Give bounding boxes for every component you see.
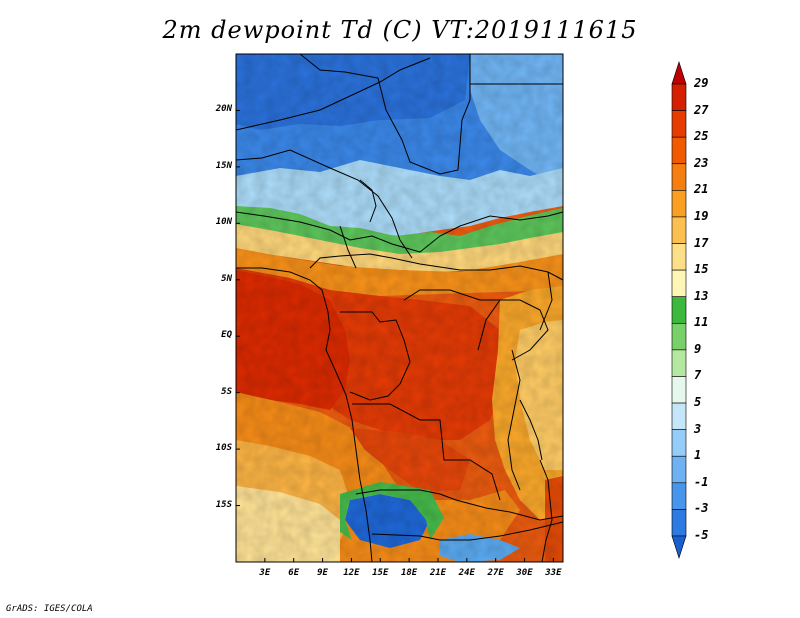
axis-ticks: [236, 109, 554, 562]
lat-label: 15N: [215, 160, 232, 171]
lon-label: 15E: [372, 568, 389, 578]
dewpoint-field: [236, 54, 563, 562]
lon-label: 24E: [458, 568, 475, 578]
colorbar-label: 25: [694, 129, 709, 144]
colorbar-swatch: [671, 482, 687, 510]
colorbar-label: 11: [694, 315, 709, 330]
lon-label: 27E: [487, 568, 504, 578]
colorbar-label: 19: [694, 208, 709, 223]
colorbar-swatch: [671, 402, 687, 430]
lon-label: 6E: [288, 568, 300, 578]
colorbar-label: 15: [694, 262, 709, 277]
colorbar-label: 7: [694, 368, 702, 383]
colorbar-label: 9: [694, 341, 702, 356]
colorbar-swatch: [671, 535, 687, 559]
grads-credit: GrADS: IGES/COLA: [6, 604, 93, 614]
colorbar-swatch: [671, 190, 687, 218]
colorbar-swatch: [671, 269, 687, 298]
colorbar-swatch: [671, 216, 687, 244]
colorbar-label: 5: [694, 395, 702, 410]
colorbar-swatch: [671, 83, 687, 111]
lat-label: 5S: [221, 386, 232, 397]
colorbar-swatch: [671, 349, 687, 377]
colorbar-label: -3: [694, 501, 709, 516]
colorbar-swatch: [671, 429, 687, 457]
colorbar: [671, 61, 687, 559]
lat-label: 10S: [215, 443, 232, 454]
lat-label: EQ: [221, 330, 232, 341]
colorbar-label: 13: [694, 288, 709, 303]
colorbar-swatch: [671, 455, 687, 484]
lon-label: 33E: [545, 568, 562, 578]
colorbar-swatch: [671, 376, 687, 404]
lon-label: 21E: [429, 568, 447, 578]
colorbar-swatch: [671, 110, 687, 138]
colorbar-label: 3: [694, 421, 702, 436]
colorbar-label: -1: [694, 474, 709, 489]
colorbar-swatch: [671, 322, 687, 351]
lat-label: 20N: [215, 104, 232, 115]
lon-label: 12E: [343, 568, 360, 578]
colorbar-swatch: [671, 509, 687, 537]
colorbar-label: 1: [694, 448, 702, 463]
lon-label: 18E: [400, 568, 418, 578]
lon-label: 9E: [317, 568, 328, 578]
lon-label: 3E: [259, 568, 271, 578]
colorbar-swatch: [671, 296, 687, 324]
colorbar-label: 29: [694, 76, 709, 90]
country-borders: [236, 54, 563, 562]
lat-label: 10N: [215, 217, 232, 228]
colorbar-swatch: [671, 163, 687, 191]
colorbar-label: 21: [694, 182, 709, 197]
lon-label: 30E: [516, 568, 533, 578]
lat-label: 5N: [221, 273, 232, 284]
colorbar-swatch: [671, 243, 687, 271]
colorbar-label: -5: [694, 528, 709, 542]
map-frame: [235, 53, 564, 563]
colorbar-label: 23: [694, 155, 709, 170]
colorbar-label: 17: [694, 235, 709, 250]
colorbar-swatch: [671, 136, 687, 165]
map-title: 2m dewpoint Td (C) VT:2019111615: [162, 16, 638, 44]
colorbar-swatch: [671, 61, 687, 85]
lat-label: 15S: [215, 499, 232, 510]
colorbar-label: 27: [694, 102, 709, 117]
